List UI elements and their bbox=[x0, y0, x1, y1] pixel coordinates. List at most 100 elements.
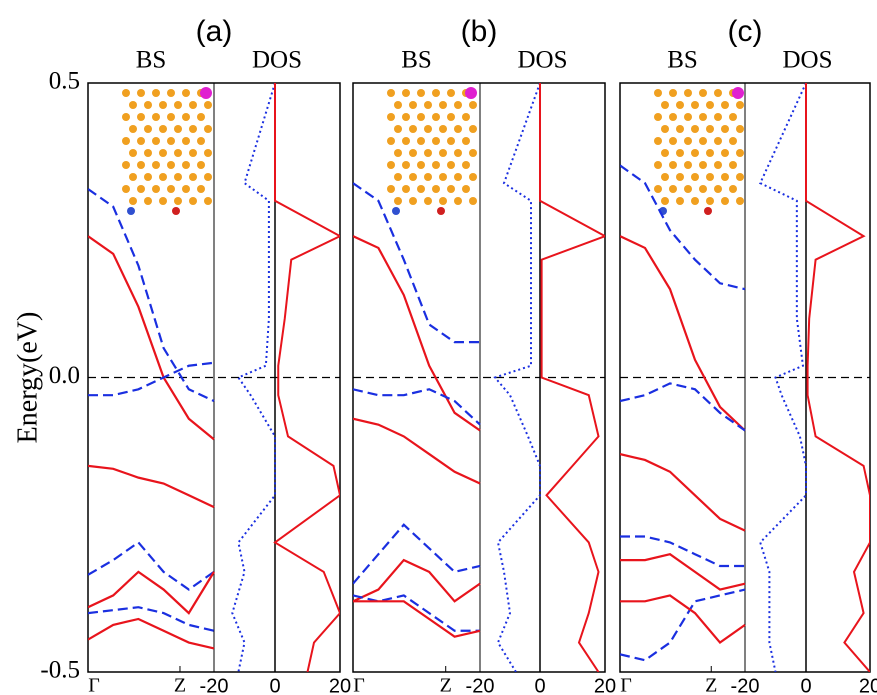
atom bbox=[676, 149, 684, 157]
atom bbox=[189, 197, 197, 205]
atom bbox=[721, 101, 729, 109]
dos-tick-label: 20 bbox=[329, 675, 351, 695]
band-line bbox=[620, 594, 746, 645]
x-tick-label: Γ bbox=[620, 675, 632, 695]
atom bbox=[684, 161, 692, 169]
atom bbox=[699, 89, 707, 97]
atom bbox=[691, 101, 699, 109]
band-line bbox=[353, 417, 481, 485]
band-line bbox=[88, 606, 215, 632]
atom bbox=[189, 101, 197, 109]
atom bbox=[167, 113, 175, 121]
dos-label: DOS bbox=[782, 47, 832, 74]
atom bbox=[714, 113, 722, 121]
atom bbox=[402, 137, 410, 145]
atom bbox=[394, 149, 402, 157]
atom bbox=[676, 101, 684, 109]
atom bbox=[152, 89, 160, 97]
atom bbox=[159, 101, 167, 109]
atom bbox=[462, 113, 470, 121]
y-tick-label: -0.5 bbox=[40, 657, 80, 684]
atom bbox=[189, 125, 197, 133]
band-line bbox=[88, 188, 215, 403]
atom bbox=[654, 161, 662, 169]
x-tick-label: Γ bbox=[353, 675, 365, 695]
atom bbox=[661, 173, 669, 181]
atom bbox=[144, 149, 152, 157]
dos-tick-label: 20 bbox=[594, 675, 616, 695]
x-tick-label: Γ bbox=[88, 675, 100, 695]
atom bbox=[684, 113, 692, 121]
atom bbox=[729, 185, 737, 193]
atom bbox=[167, 89, 175, 97]
atom bbox=[469, 101, 477, 109]
atom bbox=[699, 137, 707, 145]
atom bbox=[706, 149, 714, 157]
atom bbox=[189, 173, 197, 181]
atom bbox=[417, 161, 425, 169]
atom bbox=[447, 185, 455, 193]
atom bbox=[691, 125, 699, 133]
band-line bbox=[88, 464, 215, 509]
atom bbox=[454, 197, 462, 205]
atom bbox=[454, 149, 462, 157]
atom bbox=[684, 89, 692, 97]
atom bbox=[137, 89, 145, 97]
atom bbox=[447, 113, 455, 121]
dos-tick-label: 20 bbox=[859, 675, 877, 695]
atom bbox=[661, 149, 669, 157]
atom bbox=[402, 161, 410, 169]
atom bbox=[469, 149, 477, 157]
band-line bbox=[88, 617, 215, 650]
atom bbox=[387, 113, 395, 121]
atom bbox=[204, 197, 212, 205]
atom bbox=[159, 125, 167, 133]
atom bbox=[144, 173, 152, 181]
atom bbox=[729, 161, 737, 169]
atom bbox=[462, 185, 470, 193]
atom bbox=[454, 173, 462, 181]
atom bbox=[714, 89, 722, 97]
atom bbox=[189, 149, 197, 157]
band-line bbox=[620, 588, 746, 662]
atom bbox=[197, 137, 205, 145]
atom bbox=[137, 185, 145, 193]
atom bbox=[152, 185, 160, 193]
bs-label: BS bbox=[401, 47, 432, 74]
atom bbox=[699, 185, 707, 193]
atom bbox=[387, 89, 395, 97]
atom bbox=[152, 137, 160, 145]
atom bbox=[691, 197, 699, 205]
atom bbox=[402, 185, 410, 193]
atom bbox=[669, 161, 677, 169]
atom bbox=[462, 161, 470, 169]
atom bbox=[197, 185, 205, 193]
atom bbox=[417, 113, 425, 121]
atom bbox=[122, 113, 130, 121]
atom bbox=[721, 197, 729, 205]
atom bbox=[669, 185, 677, 193]
atom bbox=[661, 125, 669, 133]
dos-tick-label: 0 bbox=[800, 675, 811, 695]
atom bbox=[182, 137, 190, 145]
atom bbox=[129, 173, 137, 181]
atom bbox=[424, 149, 432, 157]
atom bbox=[159, 149, 167, 157]
atom bbox=[122, 137, 130, 145]
atom bbox=[714, 161, 722, 169]
atom bbox=[417, 89, 425, 97]
atom bbox=[394, 125, 402, 133]
band-line bbox=[620, 164, 746, 291]
atom bbox=[129, 125, 137, 133]
x-tick-label: Z bbox=[705, 675, 717, 695]
dos-tick-label: 0 bbox=[269, 675, 280, 695]
band-line bbox=[620, 452, 746, 532]
atom bbox=[432, 113, 440, 121]
atom bbox=[654, 113, 662, 121]
atom bbox=[197, 161, 205, 169]
atom bbox=[654, 89, 662, 97]
atom bbox=[676, 173, 684, 181]
atom bbox=[204, 125, 212, 133]
atom bbox=[182, 185, 190, 193]
